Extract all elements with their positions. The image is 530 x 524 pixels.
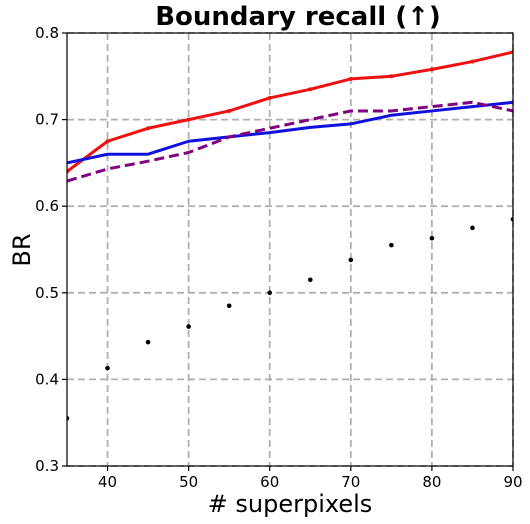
axes-frame (66, 32, 514, 467)
series-4-point (389, 242, 394, 248)
tick-marks (62, 32, 514, 471)
series-4-point (267, 290, 273, 296)
x-tick-label: 70 (341, 473, 360, 491)
x-tick-label: 40 (98, 473, 117, 491)
x-tick-label: 50 (179, 473, 198, 491)
series-2-line (67, 100, 513, 165)
y-tick-label: 0.8 (35, 24, 59, 42)
x-tick-label: 60 (260, 473, 279, 491)
series-4-point (348, 257, 354, 263)
series-group (67, 50, 513, 421)
x-axis-label: # superpixels (208, 490, 373, 518)
series-1-point (105, 139, 110, 144)
series-1-point (308, 87, 313, 92)
series-1-point (470, 59, 475, 64)
series-4-point (470, 225, 475, 231)
series-1-point (267, 95, 272, 100)
series-4-point (145, 339, 151, 345)
series-layer (67, 50, 513, 421)
series-1-point (429, 67, 434, 72)
series-1-point (348, 76, 353, 81)
series-1-point (146, 126, 151, 131)
y-axis-label: BR (8, 233, 36, 266)
x-tick-label: 80 (422, 473, 441, 491)
series-4-point (307, 277, 313, 283)
series-4-point (186, 324, 191, 329)
y-tick-label: 0.3 (35, 457, 59, 475)
series-1-point (389, 74, 394, 79)
y-tick-label: 0.4 (35, 370, 59, 388)
y-tick-label: 0.6 (35, 197, 59, 215)
chart-title: Boundary recall (↑) (155, 2, 441, 32)
series-1-point (186, 117, 191, 122)
plot-frame (66, 32, 514, 467)
series-4-point (429, 235, 435, 241)
tick-labels: 40 50 60 70 80 90 0.3 0.4 0.5 0.6 0.7 0.8 (35, 24, 522, 491)
x-tick-label: 90 (503, 473, 522, 491)
series-4-point (226, 303, 232, 309)
y-tick-label: 0.7 (35, 111, 59, 129)
series-1-line (67, 50, 513, 173)
series-1-point (227, 108, 232, 113)
y-tick-label: 0.5 (35, 284, 59, 302)
series-4-point (105, 365, 110, 371)
series-3-line (67, 100, 513, 183)
